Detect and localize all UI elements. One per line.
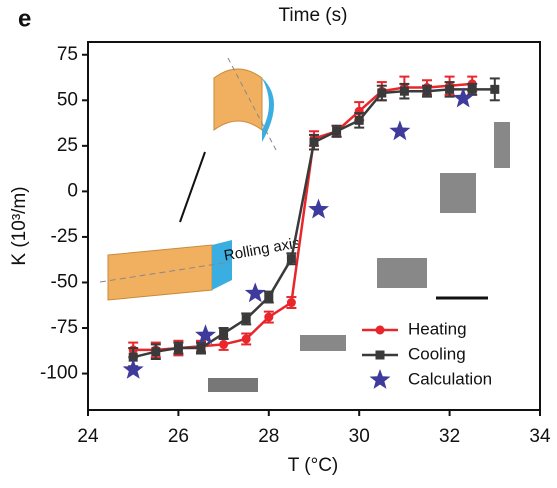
x-tick-label: 24 (77, 426, 99, 447)
legend-marker (375, 350, 385, 360)
legend-label: Cooling (408, 344, 466, 363)
data-point (286, 298, 296, 308)
data-point (286, 254, 296, 264)
x-tick-label: 26 (168, 426, 189, 447)
photo (300, 335, 346, 351)
data-point (445, 84, 455, 94)
inset-arrow (179, 151, 206, 223)
data-point (264, 292, 274, 302)
data-point (354, 115, 364, 125)
legend-label: Heating (408, 319, 467, 338)
data-point (422, 86, 432, 96)
data-point (241, 334, 251, 344)
data-point (452, 87, 474, 108)
data-point (399, 86, 409, 96)
series-line (133, 82, 473, 352)
photo (494, 122, 510, 168)
x-tick-label: 30 (349, 426, 370, 447)
data-point (264, 312, 274, 322)
legend-marker (369, 369, 391, 389)
photo (377, 258, 427, 288)
y-tick-label: -75 (51, 317, 78, 338)
data-point (219, 339, 229, 349)
data-point (467, 84, 477, 94)
y-tick-label: -100 (40, 363, 78, 384)
inset-axis (99, 261, 231, 283)
data-point (309, 137, 319, 147)
y-axis-label: K (10³/m) (9, 186, 30, 265)
plot-frame (87, 41, 541, 411)
x-axis-label: T (°C) (288, 455, 339, 476)
data-point (308, 198, 329, 219)
y-tick-label: 50 (57, 89, 78, 110)
data-point (196, 343, 206, 353)
y-tick-label: 75 (57, 44, 78, 65)
x-tick-label: 32 (439, 426, 460, 447)
photo (208, 378, 258, 392)
data-point (173, 343, 183, 353)
y-tick-label: 0 (67, 180, 78, 201)
panel-label: e (18, 5, 31, 32)
chart-title: Time (s) (279, 5, 348, 26)
photo (440, 173, 476, 213)
data-point (241, 314, 251, 324)
legend-label: Calculation (408, 369, 492, 388)
y-tick-label: -25 (51, 226, 78, 247)
data-point (377, 88, 387, 98)
data-point (332, 126, 342, 136)
y-tick-label: 25 (57, 135, 78, 156)
data-point (122, 358, 144, 379)
insets: Rolling axis (99, 57, 510, 392)
data-point (128, 352, 138, 362)
x-tick-label: 34 (529, 426, 551, 447)
inset-sheet-edge (108, 240, 232, 300)
data-point (244, 282, 266, 303)
data-point (490, 84, 500, 94)
data-point (389, 120, 411, 141)
x-tick-label: 28 (258, 426, 279, 447)
data-point (195, 324, 216, 345)
data-point (219, 328, 229, 338)
inset-cylinder-edge (262, 78, 274, 142)
series-line (132, 88, 495, 359)
legend-marker (375, 325, 385, 335)
y-tick-label: -50 (51, 271, 78, 292)
data-point (151, 347, 161, 357)
